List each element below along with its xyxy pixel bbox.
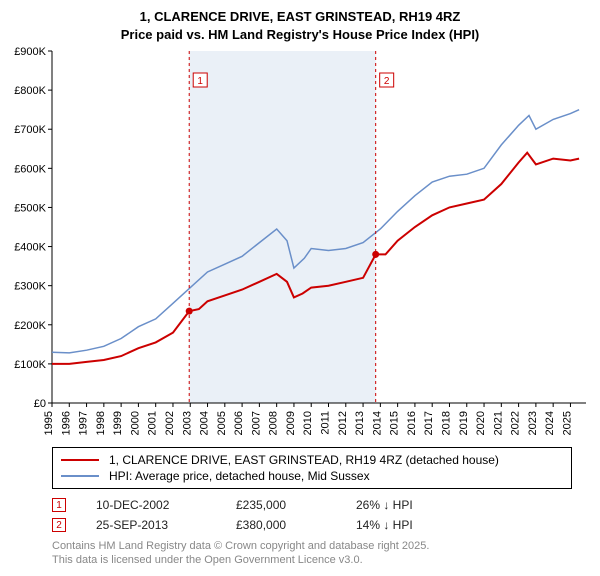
svg-text:£700K: £700K	[14, 124, 46, 136]
svg-text:2016: 2016	[406, 411, 418, 435]
svg-text:2000: 2000	[129, 411, 141, 435]
tx-delta-1: 26% ↓ HPI	[356, 498, 456, 512]
svg-text:2022: 2022	[510, 411, 522, 435]
svg-text:1998: 1998	[95, 411, 107, 435]
svg-text:£800K: £800K	[14, 85, 46, 97]
svg-text:2018: 2018	[440, 411, 452, 435]
svg-text:2014: 2014	[371, 411, 383, 435]
svg-text:2001: 2001	[147, 411, 159, 435]
tx-marker-1: 1	[52, 498, 66, 512]
svg-text:£500K: £500K	[14, 203, 46, 215]
tx-marker-2: 2	[52, 518, 66, 532]
transaction-table: 1 10-DEC-2002 £235,000 26% ↓ HPI 2 25-SE…	[52, 495, 588, 535]
chart-title: 1, CLARENCE DRIVE, EAST GRINSTEAD, RH19 …	[12, 8, 588, 43]
legend-row-hpi: HPI: Average price, detached house, Mid …	[61, 468, 563, 484]
svg-text:2003: 2003	[181, 411, 193, 435]
legend-swatch-hpi	[61, 475, 99, 477]
svg-text:1: 1	[197, 76, 203, 87]
price-chart: £0 £100K £200K £300K £400K £500K £600K £700K £80…	[12, 47, 588, 443]
footer-line-2: This data is licensed under the Open Gov…	[52, 553, 588, 567]
svg-text:£200K: £200K	[14, 320, 46, 332]
title-line-1: 1, CLARENCE DRIVE, EAST GRINSTEAD, RH19 …	[12, 8, 588, 26]
legend-label-price-paid: 1, CLARENCE DRIVE, EAST GRINSTEAD, RH19 …	[109, 453, 499, 467]
svg-text:2009: 2009	[285, 411, 297, 435]
svg-text:2012: 2012	[337, 411, 349, 435]
svg-text:2008: 2008	[268, 411, 280, 435]
svg-text:2006: 2006	[233, 411, 245, 435]
tx-date-1: 10-DEC-2002	[96, 498, 206, 512]
svg-text:£0: £0	[34, 398, 46, 410]
table-row: 2 25-SEP-2013 £380,000 14% ↓ HPI	[52, 515, 588, 535]
svg-text:£600K: £600K	[14, 163, 46, 175]
svg-text:2021: 2021	[492, 411, 504, 435]
svg-text:2002: 2002	[164, 411, 176, 435]
svg-text:2023: 2023	[527, 411, 539, 435]
svg-text:1997: 1997	[78, 411, 90, 435]
svg-text:2025: 2025	[561, 411, 573, 435]
svg-text:2005: 2005	[216, 411, 228, 435]
svg-text:1999: 1999	[112, 411, 124, 435]
svg-text:2013: 2013	[354, 411, 366, 435]
svg-text:1995: 1995	[43, 411, 55, 435]
svg-text:2: 2	[384, 76, 390, 87]
legend-row-price-paid: 1, CLARENCE DRIVE, EAST GRINSTEAD, RH19 …	[61, 452, 563, 468]
svg-text:2017: 2017	[423, 411, 435, 435]
title-line-2: Price paid vs. HM Land Registry's House …	[12, 26, 588, 44]
svg-text:2004: 2004	[199, 411, 211, 435]
footer-line-1: Contains HM Land Registry data © Crown c…	[52, 539, 588, 553]
svg-text:£900K: £900K	[14, 47, 46, 58]
svg-text:2015: 2015	[389, 411, 401, 435]
tx-date-2: 25-SEP-2013	[96, 518, 206, 532]
legend: 1, CLARENCE DRIVE, EAST GRINSTEAD, RH19 …	[52, 447, 572, 489]
tx-delta-2: 14% ↓ HPI	[356, 518, 456, 532]
svg-text:£400K: £400K	[14, 242, 46, 254]
tx-price-2: £380,000	[236, 518, 326, 532]
svg-text:1996: 1996	[60, 411, 72, 435]
tx-price-1: £235,000	[236, 498, 326, 512]
svg-text:2020: 2020	[475, 411, 487, 435]
svg-text:£300K: £300K	[14, 281, 46, 293]
svg-text:2007: 2007	[250, 411, 262, 435]
footer-attribution: Contains HM Land Registry data © Crown c…	[52, 539, 588, 568]
svg-text:2019: 2019	[458, 411, 470, 435]
svg-text:2010: 2010	[302, 411, 314, 435]
legend-label-hpi: HPI: Average price, detached house, Mid …	[109, 469, 370, 483]
svg-text:£100K: £100K	[14, 359, 46, 371]
svg-text:2011: 2011	[320, 411, 332, 435]
table-row: 1 10-DEC-2002 £235,000 26% ↓ HPI	[52, 495, 588, 515]
svg-text:2024: 2024	[544, 411, 556, 435]
legend-swatch-price-paid	[61, 459, 99, 461]
